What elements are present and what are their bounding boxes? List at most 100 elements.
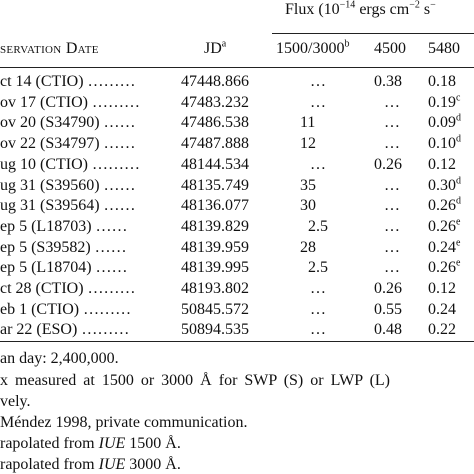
- row-flux-4500-text: 0.48: [374, 321, 402, 338]
- row-flux-4500-text: …: [384, 177, 400, 194]
- iue-italic: IUE: [98, 435, 126, 452]
- header-bottom-rule: [0, 67, 474, 68]
- col-header-jd-text: JD: [204, 40, 222, 57]
- row-date: ug 31 (S39564) ……: [0, 197, 136, 215]
- row-flux-4500: …: [384, 239, 400, 257]
- row-jd: 48139.959: [181, 239, 249, 257]
- row-jd-text: 50894.535: [181, 321, 249, 338]
- row-date-text: eb 1 (CTIO) ………: [0, 301, 132, 318]
- row-date-text: ep 5 (L18703) ……: [0, 218, 128, 235]
- row-jd-text: 48139.829: [181, 218, 249, 235]
- row-flux-1500-text: 2.5: [308, 218, 328, 235]
- row-flux-4500-text: 0.38: [374, 73, 402, 90]
- row-flux-4500: …: [384, 114, 400, 132]
- row-flux-4500-text: …: [384, 135, 400, 152]
- row-flux-1500: …: [310, 94, 326, 112]
- row-date-text: ug 10 (CTIO) ………: [0, 156, 140, 173]
- row-jd-text: 47486.538: [181, 114, 249, 131]
- row-flux-1500: …: [310, 301, 326, 319]
- row-flux-1500-text: 28: [300, 239, 316, 256]
- row-jd: 50845.572: [181, 301, 249, 319]
- row-jd: 48139.995: [181, 259, 249, 277]
- row-date-text: ov 22 (S34797) ……: [0, 135, 136, 152]
- row-flux-5480-text: 0.30: [428, 177, 456, 194]
- row-flux-1500-text: …: [310, 280, 326, 297]
- footnote-c: Méndez 1998, private communication.: [0, 414, 248, 431]
- row-flux-5480: 0.19c: [428, 92, 461, 112]
- row-flux-5480-text: 0.09: [428, 114, 456, 131]
- row-flux-4500: 0.26: [374, 280, 402, 298]
- row-flux-5480-note: d: [456, 112, 461, 124]
- row-flux-1500-text: 11: [300, 114, 316, 131]
- flux-exponent-3: −: [430, 0, 436, 11]
- row-jd: 47486.538: [181, 114, 249, 132]
- row-jd-text: 47483.232: [181, 94, 249, 111]
- footnote-e-text: rapolated from IUE 3000 Å.: [0, 456, 181, 473]
- row-date: ct 14 (CTIO) ………: [0, 73, 136, 91]
- row-flux-5480: 0.30d: [428, 176, 461, 195]
- row-jd-text: 48193.802: [181, 280, 249, 297]
- row-flux-1500: …: [310, 156, 326, 174]
- row-flux-5480: 0.09d: [428, 112, 461, 132]
- row-date: eb 1 (CTIO) ………: [0, 301, 131, 319]
- row-date-text: ct 14 (CTIO) ………: [0, 73, 136, 90]
- row-date: ep 5 (L18704) ……: [0, 259, 128, 277]
- row-flux-5480-text: 0.24: [428, 301, 456, 318]
- row-flux-5480: 0.26e: [428, 258, 460, 277]
- row-jd-text: 48139.995: [181, 259, 249, 276]
- col-header-jd: JDa: [204, 39, 226, 58]
- footnote-b-cont: vely.: [0, 393, 31, 410]
- row-flux-1500-text: 12: [300, 135, 316, 152]
- row-date: ug 31 (S39560) ……: [0, 177, 136, 195]
- row-jd-text: 48139.959: [181, 239, 249, 256]
- row-flux-5480: 0.24: [428, 301, 456, 319]
- footnote-d-text: rapolated from IUE 1500 Å.: [0, 435, 181, 452]
- row-flux-5480: 0.24e: [428, 238, 460, 257]
- row-jd-text: 47448.866: [181, 73, 249, 90]
- row-flux-5480-text: 0.12: [428, 156, 456, 173]
- row-flux-4500: 0.55: [374, 301, 402, 319]
- flux-units: ergs cm: [359, 1, 410, 18]
- row-jd-text: 48135.749: [181, 177, 249, 194]
- footnote-b: x measured at 1500 or 3000 Å for SWP (S)…: [0, 372, 390, 389]
- row-flux-1500: 28: [300, 239, 316, 257]
- row-jd-text: 50845.572: [181, 301, 249, 318]
- row-jd: 48144.534: [181, 156, 249, 174]
- row-flux-1500: …: [310, 280, 326, 298]
- flux-exponent-2: −2: [409, 0, 420, 11]
- flux-units-s: s: [423, 1, 431, 18]
- row-flux-4500: …: [384, 177, 400, 195]
- row-flux-5480: 0.26d: [428, 196, 461, 215]
- row-date: ov 22 (S34797) ……: [0, 135, 136, 153]
- row-flux-1500: 11: [300, 114, 315, 132]
- table-bottom-rule: [0, 341, 474, 342]
- row-flux-5480: 0.12: [428, 156, 456, 174]
- row-flux-1500: 35: [300, 177, 316, 195]
- row-jd: 50894.535: [181, 321, 249, 339]
- row-jd: 47487.888: [181, 135, 249, 153]
- row-flux-4500: 0.38: [374, 73, 402, 91]
- row-date-text: ug 31 (S39560) ……: [0, 177, 136, 194]
- row-flux-4500: …: [384, 218, 400, 236]
- row-flux-5480-note: c: [456, 92, 461, 104]
- row-jd: 47483.232: [181, 94, 249, 112]
- footnote-d: rapolated from IUE 1500 Å.: [0, 435, 181, 453]
- row-flux-1500-text: …: [310, 156, 326, 173]
- row-date-text: ov 20 (S34790) ……: [0, 114, 136, 131]
- row-date-text: ep 5 (L18704) ……: [0, 259, 128, 276]
- row-flux-4500-text: …: [384, 197, 400, 214]
- row-flux-4500-text: …: [384, 239, 400, 256]
- row-flux-1500-text: …: [310, 94, 326, 111]
- iue-italic: IUE: [98, 456, 126, 473]
- row-jd: 48135.749: [181, 177, 249, 195]
- row-flux-1500-text: …: [310, 301, 326, 318]
- row-flux-1500: …: [310, 73, 326, 91]
- row-flux-5480-text: 0.26: [428, 218, 456, 235]
- row-flux-4500-text: 0.26: [374, 156, 402, 173]
- row-flux-5480-text: 0.19: [428, 94, 456, 111]
- row-flux-4500-text: …: [384, 218, 400, 235]
- row-date: ep 5 (S39582) ……: [0, 239, 127, 257]
- row-flux-1500-text: …: [310, 73, 326, 90]
- row-jd: 47448.866: [181, 73, 249, 91]
- row-flux-5480: 0.12: [428, 280, 456, 298]
